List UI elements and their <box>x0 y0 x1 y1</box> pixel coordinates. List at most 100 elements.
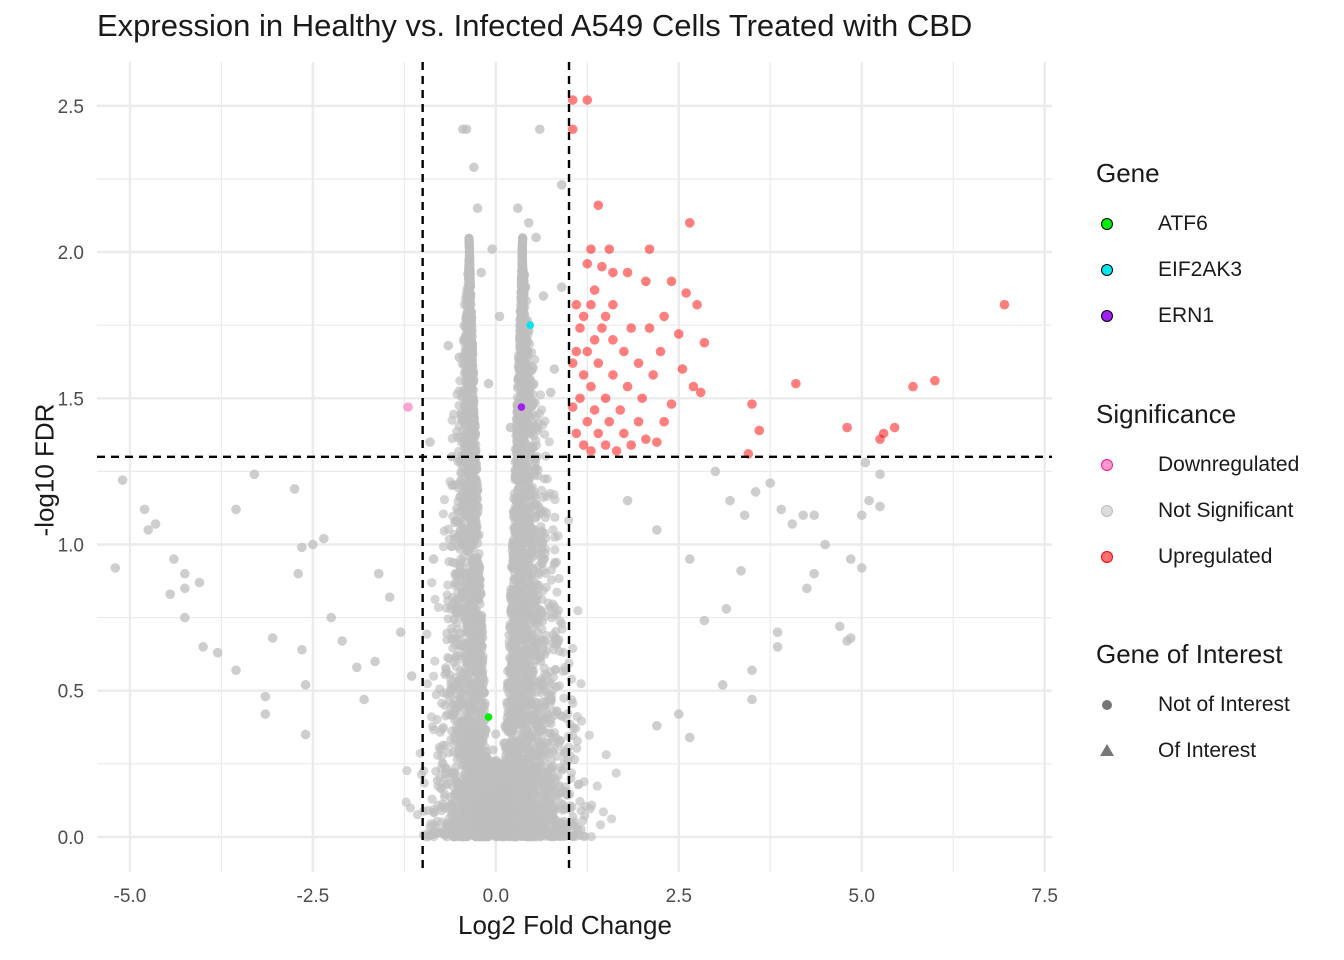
background-point <box>531 579 541 589</box>
background-point <box>445 801 455 811</box>
background-point <box>575 796 585 807</box>
background-point <box>456 410 466 420</box>
background-point <box>523 446 533 456</box>
background-point <box>513 690 523 701</box>
background-point <box>412 809 423 820</box>
background-point <box>549 802 560 813</box>
background-point <box>546 755 556 765</box>
background-point <box>536 485 547 495</box>
background-point <box>438 509 448 519</box>
background-point <box>502 678 513 688</box>
background-point <box>441 663 451 673</box>
background-point <box>523 330 533 340</box>
background-point <box>566 768 577 778</box>
background-point <box>475 580 485 591</box>
background-point <box>550 665 561 675</box>
background-point <box>572 736 582 746</box>
background-point <box>462 288 472 298</box>
background-point <box>427 577 437 588</box>
background-point <box>473 640 483 651</box>
background-point <box>521 503 531 513</box>
background-point <box>472 553 483 563</box>
background-point <box>528 431 539 441</box>
background-point <box>535 726 545 737</box>
background-point <box>464 707 475 717</box>
background-point <box>550 831 560 841</box>
background-point <box>542 491 552 502</box>
background-point <box>530 457 541 467</box>
background-point <box>533 604 543 614</box>
background-point <box>545 763 556 773</box>
background-point <box>506 590 516 600</box>
background-point <box>522 424 532 434</box>
background-point <box>463 463 474 473</box>
background-point <box>465 348 475 358</box>
background-point <box>543 772 553 782</box>
background-point <box>540 416 550 426</box>
background-point <box>521 752 532 763</box>
background-point <box>431 690 441 700</box>
background-point <box>463 621 473 631</box>
background-point <box>423 828 433 838</box>
background-point <box>455 455 465 466</box>
background-point <box>598 807 609 817</box>
background-point <box>457 475 467 485</box>
background-point <box>437 698 447 708</box>
background-point <box>446 734 456 745</box>
background-point <box>475 620 486 630</box>
background-point <box>456 716 466 727</box>
background-point <box>559 764 569 774</box>
background-point <box>526 644 536 654</box>
background-point <box>463 440 473 450</box>
background-point <box>572 743 582 753</box>
background-point <box>491 729 501 739</box>
background-point <box>448 710 458 720</box>
background-point <box>546 679 556 689</box>
background-point <box>537 405 547 415</box>
background-point <box>430 656 440 666</box>
background-point <box>585 804 595 814</box>
background-point <box>465 311 475 321</box>
background-point <box>576 679 586 689</box>
background-point <box>449 409 459 419</box>
background-point <box>405 803 415 813</box>
background-point <box>543 604 554 615</box>
background-point <box>556 788 566 798</box>
background-point <box>427 794 437 804</box>
background-point <box>516 287 526 297</box>
background-point <box>430 594 440 605</box>
background-point <box>467 339 477 349</box>
background-point <box>524 801 534 811</box>
background-point <box>475 658 485 668</box>
background-point <box>519 637 529 647</box>
background-point <box>510 527 520 538</box>
background-point <box>451 661 461 671</box>
background-point <box>509 549 519 559</box>
background-point <box>546 575 557 585</box>
background-point <box>440 740 450 751</box>
background-point <box>469 570 479 580</box>
background-point <box>547 638 557 648</box>
background-point <box>508 535 518 545</box>
background-point <box>564 515 574 526</box>
background-point <box>464 237 474 247</box>
background-point <box>449 615 459 625</box>
background-point <box>537 624 547 634</box>
background-point <box>544 437 554 447</box>
background-point <box>545 814 555 824</box>
background-point <box>543 717 553 728</box>
background-point <box>441 768 451 778</box>
background-point <box>554 681 565 691</box>
background-point <box>522 478 532 488</box>
background-point <box>550 494 560 505</box>
background-point <box>452 503 462 513</box>
background-point <box>519 624 529 634</box>
background-point <box>438 542 449 552</box>
background-point <box>564 742 574 752</box>
background-point <box>532 637 542 647</box>
background-point <box>521 763 531 773</box>
background-point <box>451 640 461 650</box>
background-point <box>514 336 525 346</box>
background-point <box>532 499 542 510</box>
background-point <box>514 568 524 578</box>
